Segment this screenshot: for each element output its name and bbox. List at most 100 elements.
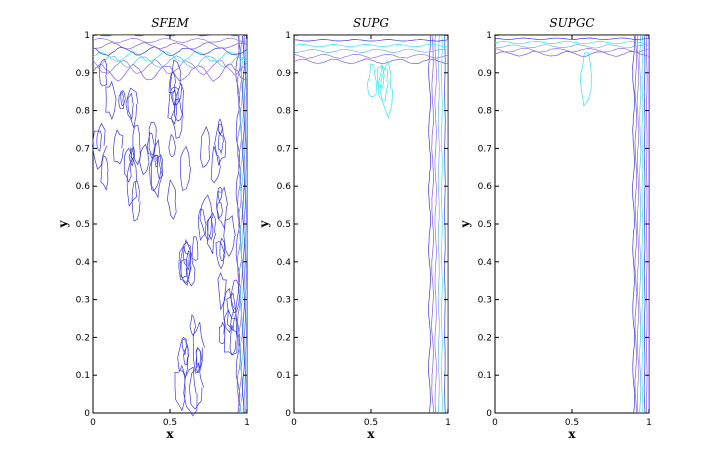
- y-tick-label: 0.7: [76, 144, 90, 154]
- x-tick-label: 0.5: [565, 418, 579, 428]
- x-tick-label: 1: [244, 418, 250, 428]
- y-tick-label: 0.3: [76, 296, 90, 306]
- contour-loop-3: [139, 143, 150, 176]
- contour-right-2: [238, 34, 243, 414]
- contour-loop-37: [181, 336, 188, 356]
- contour-loop-27: [105, 80, 117, 121]
- x-tick-label: 0: [291, 418, 297, 428]
- y-tick-label: 0.7: [277, 144, 291, 154]
- contour-right-2: [636, 34, 640, 414]
- contour-loop-24: [182, 238, 192, 271]
- panel-3: 00.10.20.30.40.50.60.70.80.910 0.5 1SUPGCx…: [458, 16, 652, 441]
- contour-loop-67: [179, 241, 192, 287]
- y-tick-label: 0.7: [478, 144, 492, 154]
- contour-loop-54: [207, 215, 214, 241]
- contour-loop-48: [214, 123, 227, 167]
- y-tick-label: 0.5: [76, 220, 90, 230]
- contour-loop-68: [150, 155, 164, 199]
- y-tick-label: 0.3: [478, 296, 492, 306]
- y-tick-label: 0.1: [478, 371, 492, 381]
- x-tick-label: 0.5: [163, 418, 177, 428]
- y-tick-label: 0.2: [478, 333, 492, 343]
- contour-top-2: [293, 48, 449, 53]
- y-tick-label: 0.9: [478, 69, 493, 79]
- contour-loop-2: [367, 63, 377, 98]
- contour-loop-33: [197, 208, 207, 242]
- contour-loop-41: [183, 344, 190, 366]
- x-tick-label: 1: [445, 418, 451, 428]
- contour-top-1: [494, 47, 650, 53]
- y-axis-label: y: [458, 219, 472, 228]
- contour-loop-51: [92, 122, 108, 170]
- y-tick-label: 1: [486, 31, 492, 41]
- panels: 00.10.20.30.40.50.60.70.80.910 0.5 1SFEMxy…: [56, 16, 652, 441]
- contour-loop-14: [156, 154, 163, 179]
- contour-top-0: [92, 63, 248, 82]
- contour-loop-32: [230, 279, 240, 314]
- x-ticks: 0 0.5 1: [90, 35, 250, 428]
- y-tick-label: 0.6: [277, 182, 292, 192]
- y-tick-label: 0.6: [76, 182, 91, 192]
- contour-loop-28: [199, 194, 213, 242]
- contour-loop-0: [217, 187, 223, 203]
- contour-loop-64: [186, 250, 196, 287]
- contour-loop-10: [123, 147, 132, 184]
- y-tick-label: 0.2: [277, 333, 291, 343]
- x-tick-label: 0: [492, 418, 498, 428]
- contour-top-0: [494, 50, 650, 57]
- contour-right-3: [437, 34, 440, 414]
- y-axis-label: y: [257, 219, 271, 228]
- contour-loop-38: [120, 90, 126, 107]
- contour-loop-13: [178, 245, 192, 284]
- y-tick-label: 0: [285, 409, 291, 419]
- contour-loop-5: [126, 157, 137, 207]
- y-tick-label: 0.1: [76, 371, 90, 381]
- contour-loop-6: [131, 146, 136, 160]
- contour-loop-34: [154, 154, 159, 168]
- contour-loop-66: [146, 132, 156, 160]
- contour-loop-22: [118, 91, 125, 110]
- contour-loop-65: [217, 272, 227, 310]
- contour-loop-31: [219, 237, 226, 261]
- y-tick-label: 0: [84, 409, 90, 419]
- contour-top-0: [293, 58, 449, 65]
- y-tick-label: 1: [84, 31, 90, 41]
- contour-top-3: [293, 43, 449, 48]
- panel-title: SUPGC: [549, 16, 594, 30]
- contour-right-3: [639, 34, 642, 414]
- contour-loop-62: [177, 338, 189, 379]
- contour-right-0: [428, 35, 431, 414]
- panel-title: SFEM: [151, 16, 189, 30]
- contour-loop-8: [168, 133, 176, 157]
- y-tick-label: 0.2: [76, 333, 90, 343]
- contour-loop-2: [210, 145, 221, 184]
- contour-loop-35: [226, 292, 237, 331]
- contour-loop-0: [579, 52, 592, 107]
- y-tick-label: 0.4: [478, 258, 493, 268]
- x-tick-label: 0.5: [364, 418, 378, 428]
- contour-right-4: [441, 34, 443, 414]
- contour-lines: [293, 34, 449, 414]
- contour-loop-55: [191, 236, 199, 262]
- contour-right-2: [434, 34, 437, 414]
- contour-loop-60: [172, 89, 177, 106]
- x-tick-label: 0: [90, 418, 96, 428]
- y-tick-label: 0.5: [277, 220, 291, 230]
- contour-loop-0: [379, 60, 394, 119]
- contour-top-1: [92, 59, 248, 76]
- contour-top-3: [494, 40, 650, 45]
- plot-area: [494, 34, 650, 414]
- contour-loop-17: [216, 186, 229, 230]
- x-tick-label: 1: [646, 418, 652, 428]
- contour-loop-46: [215, 241, 225, 270]
- y-tick-label: 0.9: [76, 69, 91, 79]
- y-tick-label: 0.8: [478, 107, 493, 117]
- contour-top-2: [92, 55, 248, 69]
- contour-loop-42: [125, 87, 139, 129]
- contour-loop-16: [113, 129, 124, 165]
- y-tick-label: 0.1: [277, 371, 291, 381]
- contour-loop-3: [378, 65, 389, 101]
- contour-loop-61: [174, 364, 186, 412]
